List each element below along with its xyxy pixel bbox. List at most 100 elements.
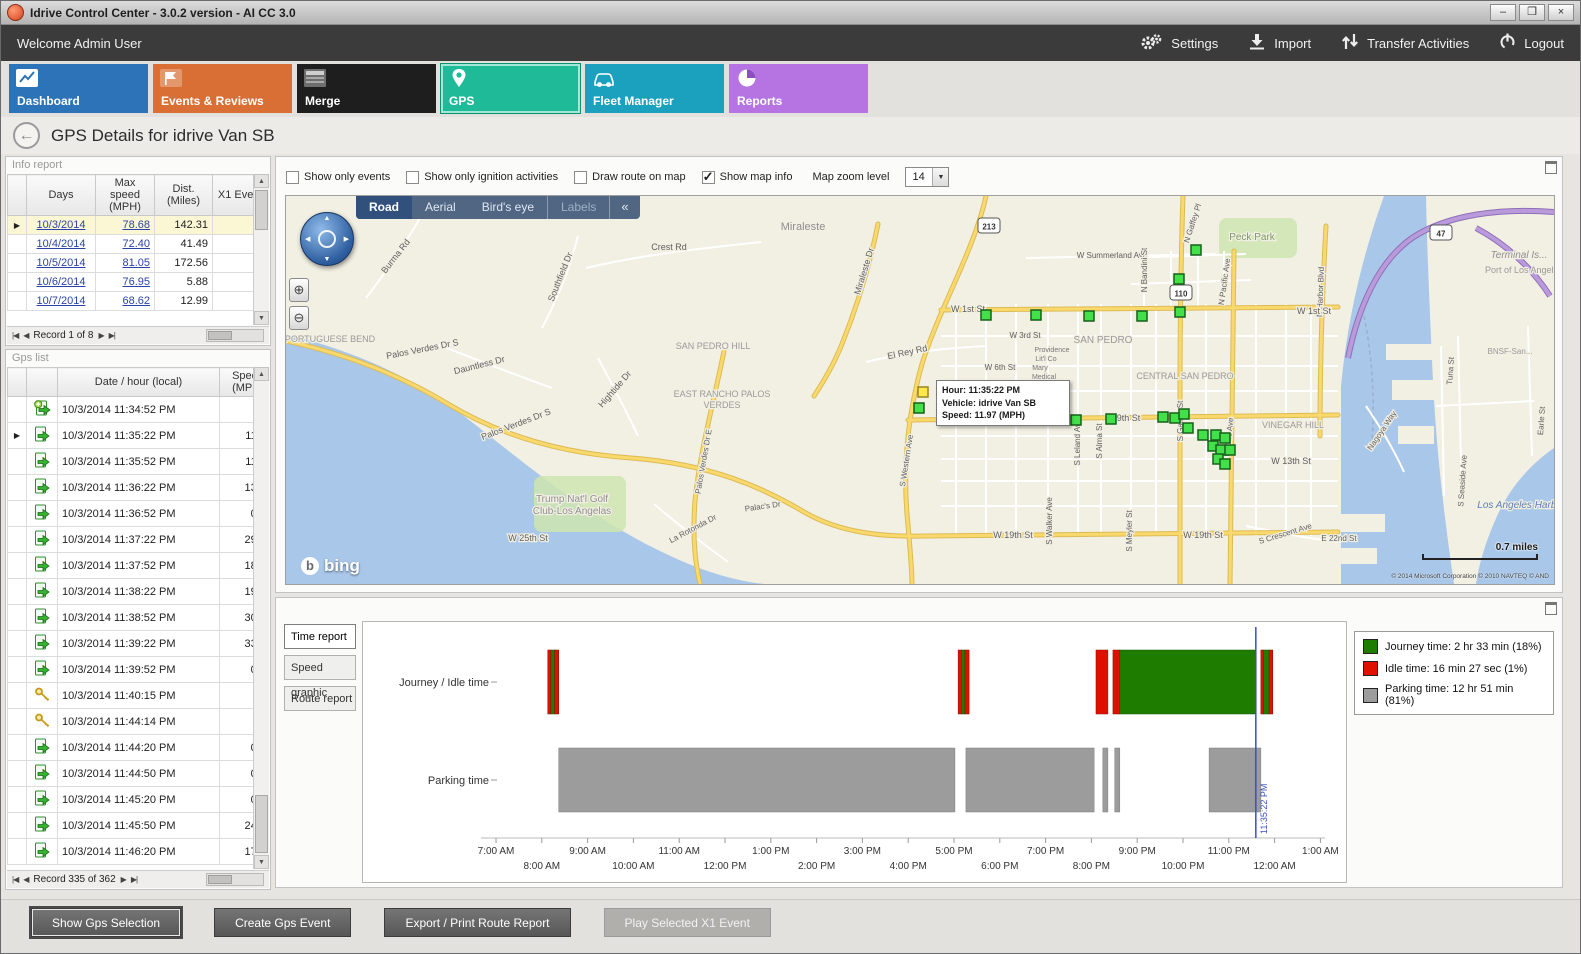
close-button[interactable]: × — [1548, 4, 1574, 21]
column-header[interactable]: Dist. (Miles) — [154, 174, 213, 216]
gps-row[interactable]: 10/3/2014 11:40:15 PM — [7, 682, 254, 709]
gps-row[interactable]: 10/3/2014 11:38:52 PM30.55 — [7, 604, 254, 631]
gps-marker[interactable] — [1219, 458, 1231, 470]
scroll-thumb[interactable] — [208, 875, 232, 884]
day-link[interactable]: 10/5/2014 — [36, 257, 86, 269]
gps-row[interactable]: 10/3/2014 11:38:22 PM19.70 — [7, 578, 254, 605]
last-record-button[interactable]: ▶| — [130, 875, 138, 884]
last-record-button[interactable]: ▶| — [108, 331, 116, 340]
gps-marker[interactable] — [980, 309, 992, 321]
gps-marker[interactable] — [1157, 411, 1169, 423]
table-row[interactable]: 10/4/2014 72.40 41.49 — [7, 234, 254, 254]
map-canvas[interactable]: 213 110 47 Miraleste Peck Park PORTUGUESE BEN… — [285, 195, 1555, 585]
pan-w-icon[interactable]: ◀ — [305, 236, 311, 243]
max-speed-cell[interactable]: 76.95 — [95, 272, 155, 292]
days-cell[interactable]: 10/4/2014 — [26, 234, 96, 254]
next-record-button[interactable]: ▶ — [120, 875, 127, 884]
import-button[interactable]: Import — [1248, 33, 1311, 53]
column-header[interactable]: Date / hour (local) — [57, 367, 220, 397]
gps-marker[interactable] — [913, 402, 925, 414]
column-header[interactable]: Speed (MPH) — [219, 367, 254, 397]
gps-row[interactable]: 10/3/2014 11:44:50 PM0.00 — [7, 760, 254, 787]
tab-dashboard[interactable]: Dashboard — [9, 64, 148, 113]
table-row[interactable]: 10/5/2014 81.05 172.56 — [7, 253, 254, 273]
play-selected-x1-event-button[interactable]: Play Selected X1 Event — [603, 908, 771, 937]
day-link[interactable]: 10/4/2014 — [36, 238, 86, 250]
gps-row[interactable]: 10/3/2014 11:45:20 PM0.00 — [7, 786, 254, 813]
map-zoom-in-button[interactable]: ⊕ — [289, 278, 309, 302]
pan-s-icon[interactable]: ▼ — [323, 256, 331, 263]
gps-marker[interactable] — [1070, 414, 1082, 426]
gps-row[interactable]: 10/3/2014 11:37:52 PM18.63 — [7, 552, 254, 579]
max-speed-cell[interactable]: 68.62 — [95, 291, 155, 311]
scroll-up-icon[interactable]: ▲ — [254, 174, 269, 188]
column-header[interactable]: Max speed (MPH) — [95, 174, 155, 216]
gps-marker[interactable] — [1190, 244, 1202, 256]
tab-merge[interactable]: Merge — [297, 64, 436, 113]
tab-gps[interactable]: GPS — [441, 64, 580, 113]
max-speed-link[interactable]: 68.62 — [122, 295, 150, 307]
gps-row[interactable]: 10/3/2014 11:39:22 PM33.21 — [7, 630, 254, 657]
map-zoom-out-button[interactable]: ⊖ — [289, 306, 309, 330]
scroll-thumb[interactable] — [255, 795, 268, 853]
day-link[interactable]: 10/6/2014 — [36, 276, 86, 288]
max-speed-link[interactable]: 81.05 — [122, 257, 150, 269]
max-speed-cell[interactable]: 72.40 — [95, 234, 155, 254]
column-header[interactable]: X1 Events — [212, 174, 254, 216]
checkbox-box[interactable] — [286, 170, 299, 184]
export-print-route-report-button[interactable]: Export / Print Route Report — [384, 908, 571, 937]
gps-row[interactable]: 10/3/2014 11:44:14 PM — [7, 708, 254, 735]
prev-record-button[interactable]: ◀ — [23, 875, 29, 884]
checkbox-show-only-events[interactable]: Show only events — [286, 170, 390, 184]
map-mode-bird-s-eye[interactable]: Bird's eye — [481, 200, 534, 214]
transfer-button[interactable]: Transfer Activities — [1341, 33, 1469, 53]
table-row[interactable]: ▶ 10/3/2014 78.68 142.31 — [7, 215, 254, 235]
scroll-thumb[interactable] — [255, 190, 268, 230]
scroll-down-icon[interactable]: ▼ — [254, 311, 269, 325]
max-speed-cell[interactable]: 81.05 — [95, 253, 155, 273]
day-link[interactable]: 10/7/2014 — [36, 295, 86, 307]
map-image[interactable]: 213 110 47 Miraleste Peck Park PORTUGUESE BEN… — [286, 196, 1554, 584]
days-cell[interactable]: 10/5/2014 — [26, 253, 96, 273]
gps-row[interactable]: 10/3/2014 11:37:22 PM29.05 — [7, 526, 254, 553]
settings-button[interactable]: Settings — [1139, 33, 1218, 54]
tab-events[interactable]: Events & Reviews — [153, 64, 292, 113]
map-mode-labels[interactable]: Labels — [547, 196, 609, 219]
max-speed-link[interactable]: 72.40 — [122, 238, 150, 250]
create-gps-event-button[interactable]: Create Gps Event — [214, 908, 352, 937]
tab-time-report[interactable]: Time report — [284, 624, 356, 649]
gps-row[interactable]: 10/3/2014 11:34:52 PM — [7, 396, 254, 423]
logout-button[interactable]: Logout — [1499, 33, 1564, 53]
checkbox-show-only-ignition-activities[interactable]: Show only ignition activities — [406, 170, 558, 184]
tab-route-report[interactable]: Route report — [284, 686, 356, 711]
table-row[interactable]: 10/7/2014 68.62 12.99 — [7, 291, 254, 311]
gps-row[interactable]: 10/3/2014 11:46:20 PM17.93 — [7, 838, 254, 865]
maximize-panel-icon[interactable] — [1545, 161, 1557, 174]
horizontal-scrollbar[interactable] — [206, 329, 264, 342]
checkbox-box[interactable] — [701, 169, 715, 185]
map-pan-control[interactable]: ▲ ▶ ▼ ◀ — [300, 212, 354, 266]
gps-list-scrollbar[interactable]: ▲ ▼ — [253, 367, 269, 869]
gps-row[interactable]: 10/3/2014 11:39:52 PM0.00 — [7, 656, 254, 683]
map-zoom-level-select[interactable]: 14 ▼ — [905, 167, 950, 187]
gps-row[interactable]: 10/3/2014 11:44:20 PM0.00 — [7, 734, 254, 761]
gps-marker[interactable] — [1178, 408, 1190, 420]
gps-marker[interactable] — [1219, 432, 1231, 444]
days-cell[interactable]: 10/3/2014 — [26, 215, 96, 235]
table-row[interactable]: 10/6/2014 76.95 5.88 — [7, 272, 254, 292]
checkbox-draw-route-on-map[interactable]: Draw route on map — [574, 170, 686, 184]
prev-record-button[interactable]: ◀ — [23, 331, 29, 340]
scroll-thumb[interactable] — [208, 331, 232, 340]
back-button[interactable]: ← — [13, 122, 40, 149]
map-mode-road[interactable]: Road — [356, 196, 412, 219]
gps-marker[interactable] — [1083, 310, 1095, 322]
gps-marker[interactable] — [1173, 273, 1185, 285]
pan-e-icon[interactable]: ▶ — [343, 236, 349, 243]
first-record-button[interactable]: |◀ — [12, 331, 19, 340]
first-record-button[interactable]: |◀ — [12, 875, 19, 884]
gps-marker[interactable] — [1174, 306, 1186, 318]
tab-speed-graphic[interactable]: Speed graphic — [284, 655, 356, 699]
gps-marker[interactable] — [1224, 444, 1236, 456]
max-speed-cell[interactable]: 78.68 — [95, 215, 155, 235]
scroll-down-icon[interactable]: ▼ — [254, 855, 269, 869]
